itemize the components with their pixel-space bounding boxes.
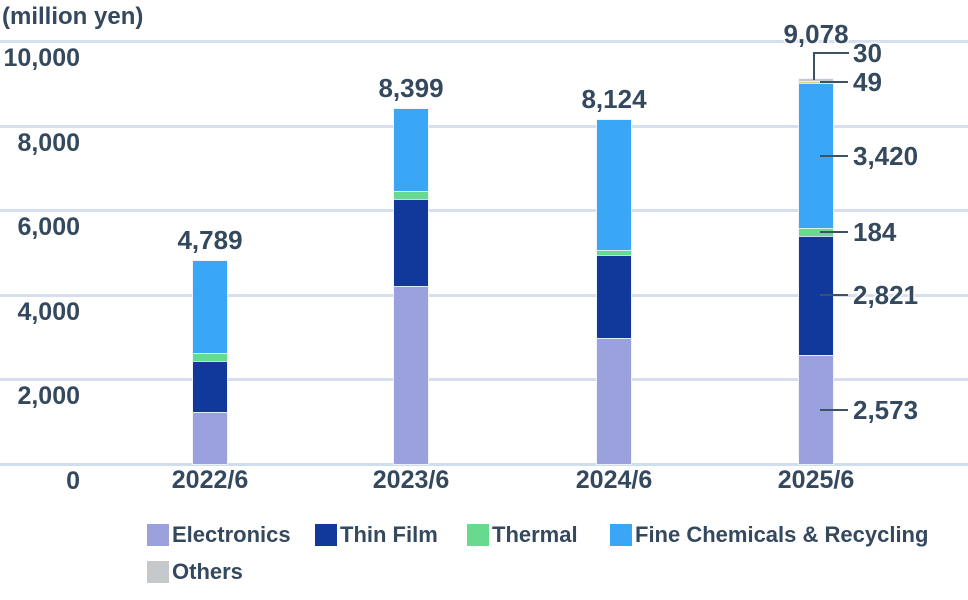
bar-segment-fine-chemicals-recycling-2023-6 xyxy=(393,107,429,193)
bar-segment-electronics-2023-6 xyxy=(393,284,429,465)
y-gridline-2000 xyxy=(0,378,968,382)
segment-label-fine-chemicals-recycling: 3,420 xyxy=(853,140,919,171)
segment-label-electronics: 2,573 xyxy=(853,394,919,425)
total-label-2025-6: 9,078 xyxy=(783,19,849,50)
bar-segment-thermal-2025-6 xyxy=(798,227,834,237)
bar-segment-electronics-2022-6 xyxy=(192,411,228,465)
leader-tick-electronics xyxy=(820,408,848,411)
bar-segment-thermal-2022-6 xyxy=(192,352,228,362)
bar-segment-thin-film-2024-6 xyxy=(596,254,632,339)
y-gridline-10000 xyxy=(0,40,968,43)
bar-segment-unlabeled-2025-6 xyxy=(798,80,834,85)
segment-label-thin-film: 2,821 xyxy=(853,280,919,311)
y-gridline-4000 xyxy=(0,293,968,297)
legend-label-electronics: Electronics xyxy=(172,522,291,547)
y-tick-label-2-000: 2,000 xyxy=(17,382,80,411)
legend-swatch-thin-film xyxy=(315,524,337,546)
bar-segment-thermal-2024-6 xyxy=(596,248,632,257)
bar-segment-electronics-2024-6 xyxy=(596,336,632,465)
legend-label-thin-film: Thin Film xyxy=(340,522,438,547)
segment-label-thermal: 184 xyxy=(853,216,897,247)
y-tick-label-0: 0 xyxy=(66,467,80,495)
y-tick-label-4-000: 4,000 xyxy=(17,297,80,326)
y-tick-label-10-000: 10,000 xyxy=(3,44,80,72)
x-tick-label-2024-6: 2024/6 xyxy=(575,466,653,494)
legend-item-electronics: Electronics xyxy=(147,524,291,546)
total-label-2024-6: 8,124 xyxy=(581,84,647,115)
bar-segment-thermal-2023-6 xyxy=(393,190,429,201)
y-tick-label-6-000: 6,000 xyxy=(17,213,80,242)
legend-label-others: Others xyxy=(172,559,243,584)
bar-segment-thin-film-2023-6 xyxy=(393,198,429,287)
bar-segment-thin-film-2022-6 xyxy=(192,359,228,414)
legend-swatch-thermal xyxy=(467,524,489,546)
legend-item-thermal: Thermal xyxy=(467,524,578,546)
segment-label-unlabeled: 49 xyxy=(853,67,882,98)
unit-label: (million yen) xyxy=(2,3,144,30)
total-label-2022-6: 4,789 xyxy=(177,225,243,256)
legend-swatch-electronics xyxy=(147,524,169,546)
legend-item-thin-film: Thin Film xyxy=(315,524,438,546)
x-tick-label-2023-6: 2023/6 xyxy=(372,466,450,494)
leader-tick-thermal xyxy=(820,230,848,233)
legend-swatch-fine-chemicals-recycling xyxy=(610,524,632,546)
legend-label-fine-chemicals-recycling: Fine Chemicals & Recycling xyxy=(635,522,929,547)
legend-item-fine-chemicals-recycling: Fine Chemicals & Recycling xyxy=(610,524,928,546)
leader-elbow-horizontal-others xyxy=(813,52,849,55)
total-label-2023-6: 8,399 xyxy=(378,72,444,103)
bar-segment-fine-chemicals-recycling-2022-6 xyxy=(192,260,228,354)
bar-segment-others-2025-6 xyxy=(798,78,834,83)
bar-segment-fine-chemicals-recycling-2024-6 xyxy=(596,119,632,251)
leader-tick-unlabeled xyxy=(820,81,848,84)
leader-tick-thin-film xyxy=(820,294,848,297)
segment-label-others: 30 xyxy=(853,38,882,69)
y-tick-label-8-000: 8,000 xyxy=(17,128,80,157)
legend-swatch-others xyxy=(147,561,169,583)
y-gridline-6000 xyxy=(0,209,968,213)
legend-item-others: Others xyxy=(147,561,243,583)
y-gridline-8000 xyxy=(0,124,968,128)
leader-tick-fine-chemicals-recycling xyxy=(820,154,848,157)
x-tick-label-2025-6: 2025/6 xyxy=(777,466,855,494)
x-tick-label-2022-6: 2022/6 xyxy=(171,466,249,494)
x-axis-baseline xyxy=(0,463,968,466)
leader-elbow-vertical-others xyxy=(813,53,815,81)
legend-label-thermal: Thermal xyxy=(492,522,578,547)
